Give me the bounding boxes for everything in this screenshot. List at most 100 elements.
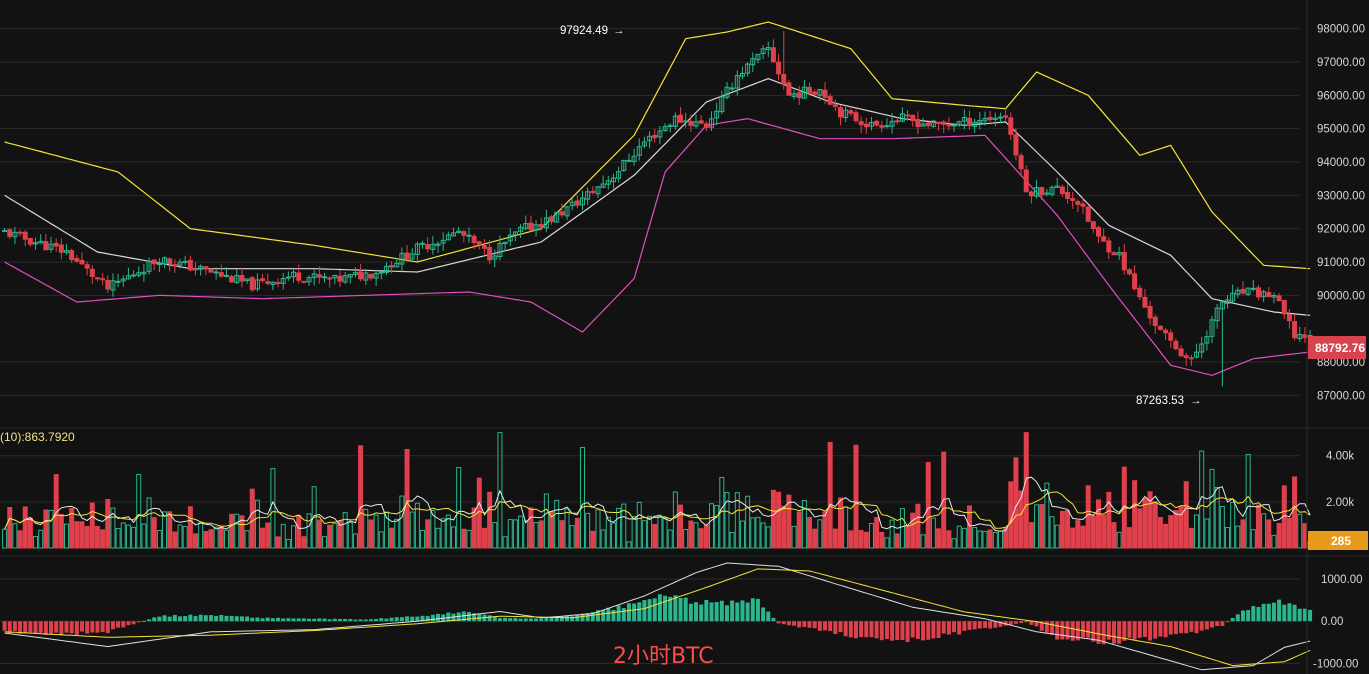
candle-body <box>383 265 389 273</box>
candle-body <box>218 272 224 277</box>
candlesticks <box>2 31 1313 387</box>
volume-bar <box>936 528 942 549</box>
macd-histogram-bar <box>116 621 121 628</box>
macd-histogram-bar <box>95 621 100 633</box>
volume-bar <box>848 530 854 549</box>
candle-body <box>801 86 807 99</box>
candle <box>64 244 69 255</box>
volume-bar <box>905 525 911 549</box>
macd-histogram-bar <box>668 596 673 622</box>
macd-histogram-bar <box>1086 621 1091 638</box>
macd-histogram-bar <box>1101 621 1106 645</box>
candle-body <box>363 272 369 281</box>
candle <box>961 109 967 130</box>
volume-bar <box>1178 506 1184 549</box>
candle-body <box>997 116 1003 119</box>
macd-histogram-bar <box>699 604 704 622</box>
candle <box>471 233 477 250</box>
volume-bar <box>79 521 85 549</box>
candle-body <box>342 275 348 283</box>
macd-histogram-bar <box>616 605 621 622</box>
volume-bar <box>776 491 782 549</box>
volume-bar <box>234 513 240 549</box>
volume-bar <box>523 520 529 549</box>
candle <box>296 264 302 284</box>
candle <box>435 241 441 253</box>
candle-body <box>987 116 993 121</box>
volume-bar <box>647 515 653 549</box>
low-price-annotation: 87263.53 → <box>1136 395 1202 407</box>
volume-bar <box>807 516 813 549</box>
candle <box>497 235 503 261</box>
macd-histogram-bar <box>921 621 926 641</box>
macd-histogram-bar <box>1235 614 1240 622</box>
volume-bar <box>574 517 580 549</box>
volume-ma5-line <box>4 476 1311 532</box>
candle-body <box>946 124 952 127</box>
macd-histogram-bar <box>54 621 59 633</box>
candle <box>600 175 606 189</box>
macd-histogram-bar <box>1060 621 1065 640</box>
candle-body <box>389 265 395 268</box>
candle <box>543 209 549 233</box>
price-tick-label: 95000.00 <box>1317 124 1365 136</box>
volume-bar <box>626 541 632 549</box>
candle <box>456 226 462 234</box>
volume-bar <box>791 525 797 549</box>
candle-body <box>358 271 364 280</box>
volume-bar <box>1080 525 1086 549</box>
macd-histogram-bar <box>704 599 709 622</box>
candle <box>425 237 431 253</box>
candle <box>781 31 787 90</box>
volume-bar <box>739 520 745 549</box>
candle-body <box>1199 343 1205 353</box>
candle <box>203 266 209 276</box>
candle <box>352 267 358 278</box>
candle <box>1070 191 1076 209</box>
candle <box>440 232 446 251</box>
volume-bar <box>1070 527 1076 549</box>
candle <box>595 186 601 198</box>
volume-bar <box>177 524 183 549</box>
macd-histogram-bar <box>141 620 146 622</box>
candle <box>270 281 276 291</box>
volume-bar <box>920 534 926 549</box>
candle <box>905 110 911 121</box>
macd-histogram-bar <box>79 621 84 632</box>
volume-bar <box>894 533 900 549</box>
candle-body <box>936 121 942 124</box>
macd-histogram-bar <box>198 614 203 622</box>
candle <box>125 267 131 280</box>
candle <box>146 257 152 275</box>
candle-body <box>951 124 957 127</box>
chart-watermark: 2小时BTC <box>613 644 714 669</box>
macd-histogram-bar <box>761 607 766 622</box>
candle-body <box>554 211 560 223</box>
candle-body <box>306 277 312 283</box>
macd-histogram-bar <box>988 621 993 629</box>
volume-bar <box>1126 527 1132 549</box>
volume-bar <box>564 508 570 549</box>
macd-histogram-bar <box>1292 604 1297 622</box>
volume-bar <box>1023 432 1029 549</box>
candle <box>868 117 874 131</box>
macd-histogram-bar <box>425 616 430 622</box>
candle-body <box>657 130 663 138</box>
volume-bar <box>714 505 720 549</box>
candle-body <box>1261 291 1267 298</box>
macd-histogram-bar <box>353 619 358 622</box>
candle-body <box>120 278 126 282</box>
macd-histogram-bar <box>632 603 637 622</box>
volume-bar <box>487 491 493 549</box>
candle-body <box>12 231 18 238</box>
candle-body <box>879 125 885 128</box>
candle-body <box>719 96 725 113</box>
volume-bar <box>667 529 673 549</box>
candle-body <box>858 121 864 126</box>
macd-histogram-bar <box>714 602 719 622</box>
macd-histogram-bar <box>436 613 441 622</box>
macd-histogram-bar <box>606 607 611 622</box>
macd-histogram-bar <box>962 621 967 631</box>
